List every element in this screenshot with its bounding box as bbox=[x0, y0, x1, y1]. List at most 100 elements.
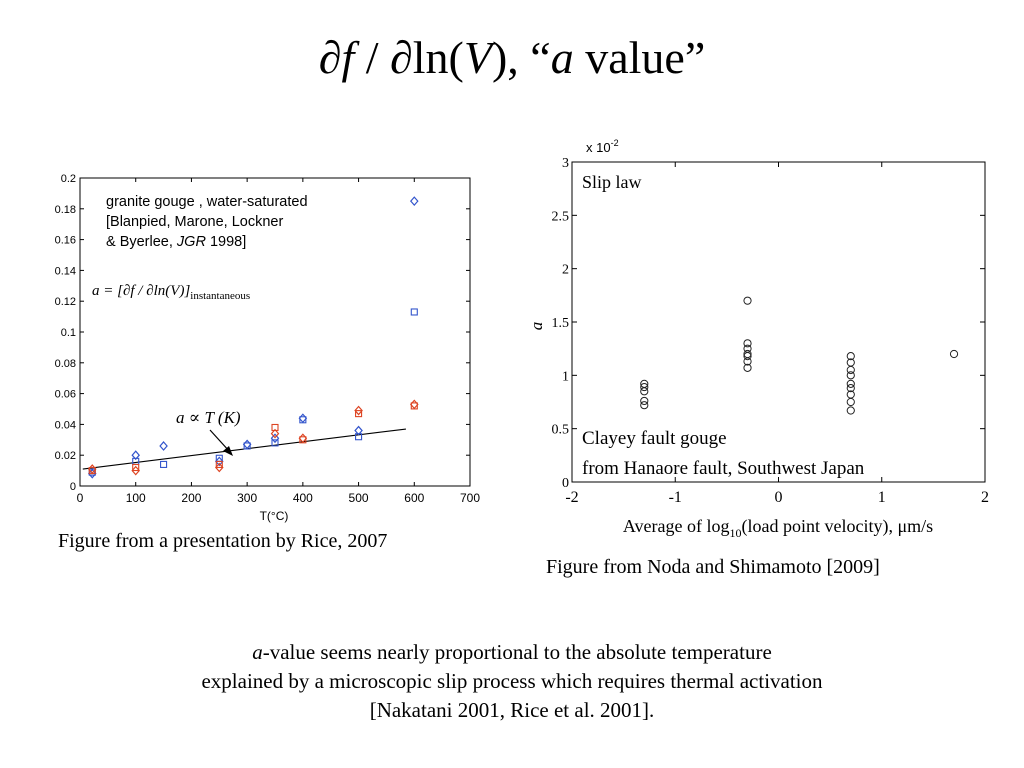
left-data-point-diamond bbox=[242, 439, 252, 450]
left-data-point-diamond bbox=[354, 405, 363, 416]
right-data-point bbox=[640, 379, 649, 388]
left-data-point-square bbox=[243, 442, 251, 450]
left-y-tick-label: 0.14 bbox=[55, 265, 76, 277]
left-data-point-diamond bbox=[270, 428, 280, 439]
right-data-point bbox=[949, 349, 959, 359]
right-x-ticks: -2 -1 0 1 2 bbox=[565, 162, 989, 506]
left-y-tick-label: 0.12 bbox=[55, 296, 76, 308]
right-x-tick-label: 1 bbox=[878, 489, 886, 506]
right-data-point bbox=[846, 397, 855, 407]
right-data-point bbox=[846, 371, 855, 380]
right-data-point bbox=[743, 339, 752, 348]
left-y-tick-label: 0.18 bbox=[55, 204, 76, 216]
left-data-point-diamond bbox=[87, 468, 97, 479]
left-data-point-diamond bbox=[354, 425, 363, 436]
right-x-tick-label: -1 bbox=[669, 489, 682, 506]
left-x-tick-label: 600 bbox=[404, 491, 424, 505]
right-data-point bbox=[846, 352, 855, 361]
right-x-tick-label: 2 bbox=[981, 489, 989, 506]
footer-line3: [Nakatani 2001, Rice et al. 2001]. bbox=[369, 698, 655, 722]
right-x-tick-label: 0 bbox=[775, 489, 783, 506]
right-y-tick-label: 0 bbox=[562, 476, 569, 491]
right-data-point bbox=[640, 387, 649, 396]
right-data-point bbox=[743, 363, 752, 372]
right-data-point bbox=[846, 384, 855, 393]
right-data-point bbox=[846, 379, 855, 388]
left-x-ticks: 0 100 200 300 400 500 600 700 bbox=[77, 178, 480, 505]
left-data-point-square bbox=[132, 463, 140, 472]
left-data-point-diamond bbox=[131, 465, 141, 476]
left-x-axis-label: T(°C) bbox=[260, 509, 289, 523]
left-y-tick-label: 0.02 bbox=[55, 450, 76, 462]
left-legend-line1: granite gouge , water-saturated bbox=[106, 194, 308, 210]
right-data-point bbox=[743, 344, 752, 353]
right-y-ticks: 0 0.5 1 1.5 2 2.5 3 bbox=[552, 156, 985, 491]
left-legend-line2: [Blanpied, Marone, Lockner bbox=[106, 214, 283, 230]
right-multiplier: x 10-2 bbox=[586, 138, 619, 155]
right-legend-label: Slip law bbox=[582, 172, 642, 192]
right-x-axis-label: Average of log10(load point velocity), μ… bbox=[623, 516, 933, 540]
right-y-tick-label: 1.5 bbox=[552, 316, 570, 331]
left-data-point-square bbox=[88, 467, 96, 475]
left-data-point-square bbox=[271, 439, 279, 447]
slide-title: ∂f / ∂ln(V), “a value” bbox=[318, 32, 706, 83]
left-x-tick-label: 200 bbox=[181, 491, 201, 505]
left-x-tick-label: 400 bbox=[293, 491, 313, 505]
right-figure-caption: Figure from Noda and Shimamoto [2009] bbox=[546, 556, 880, 578]
left-y-ticks: 0 0.02 0.04 0.06 0.08 0.1 0.12 0.14 0.16 0.18 0.2 bbox=[55, 173, 470, 493]
left-data-point-diamond bbox=[214, 456, 224, 467]
right-y-tick-label: 2.5 bbox=[552, 209, 570, 224]
left-x-tick-label: 500 bbox=[349, 491, 369, 505]
right-data-point bbox=[846, 390, 855, 399]
left-chart: 00.020.040.060.080.10.120.140.160.180.2 … bbox=[55, 173, 481, 523]
left-data-point-square bbox=[299, 436, 307, 444]
right-chart: x 10-2 0 0.5 1 1.5 2 2.5 3 -2 -1 0 1 2 a Average o… bbox=[527, 138, 989, 540]
left-data-point-square bbox=[355, 410, 363, 418]
left-y-tick-label: 0.08 bbox=[55, 358, 76, 370]
left-data-point-square bbox=[355, 433, 363, 441]
left-proportional-label: a ∝ T (K) bbox=[176, 408, 241, 427]
left-legend-text: granite gouge , water-saturated [Blanpie… bbox=[106, 194, 308, 250]
left-legend-line3: & Byerlee, JGR 1998] bbox=[106, 234, 246, 250]
left-x-tick-label: 300 bbox=[237, 491, 257, 505]
right-x-tick-label: -2 bbox=[565, 489, 578, 506]
right-data-point bbox=[640, 396, 649, 406]
left-data-point-square bbox=[299, 416, 307, 424]
right-y-tick-label: 0.5 bbox=[552, 423, 570, 438]
footer-text: a-value seems nearly proportional to the… bbox=[0, 638, 1024, 725]
left-x-tick-label: 0 bbox=[77, 491, 84, 505]
left-data-point-diamond bbox=[214, 462, 224, 473]
left-data-point-square bbox=[160, 460, 168, 468]
left-data-point-diamond bbox=[131, 450, 141, 461]
right-note-line1: Clayey fault gouge bbox=[582, 428, 727, 449]
left-data-point-diamond bbox=[409, 196, 419, 207]
right-data-point bbox=[846, 406, 855, 415]
left-y-tick-label: 0.1 bbox=[61, 327, 76, 339]
left-x-tick-label: 100 bbox=[126, 491, 146, 505]
right-data-point bbox=[640, 401, 649, 410]
right-data-point bbox=[743, 349, 752, 359]
left-data-point-square bbox=[410, 402, 418, 410]
right-y-axis-label: a bbox=[527, 322, 546, 331]
left-y-tick-label: 0.06 bbox=[55, 389, 76, 401]
left-data-point-diamond bbox=[270, 433, 280, 444]
right-data-point bbox=[640, 382, 649, 392]
left-figure-caption: Figure from a presentation by Rice, 2007 bbox=[58, 530, 388, 552]
left-formula: a = [∂f / ∂ln(V)]instantaneous bbox=[92, 283, 250, 302]
left-x-tick-label: 700 bbox=[460, 491, 480, 505]
left-data-point-square bbox=[410, 308, 418, 316]
left-y-tick-label: 0.04 bbox=[55, 419, 76, 431]
right-y-tick-label: 3 bbox=[562, 156, 569, 171]
left-data-point-square bbox=[271, 423, 279, 432]
right-data-point bbox=[846, 358, 855, 367]
right-data-point bbox=[743, 296, 752, 305]
right-y-tick-label: 1 bbox=[562, 369, 569, 384]
footer-line1: a-value seems nearly proportional to the… bbox=[252, 640, 772, 664]
right-y-tick-label: 2 bbox=[562, 263, 569, 278]
left-y-tick-label: 0 bbox=[70, 481, 76, 493]
right-note-line2: from Hanaore fault, Southwest Japan bbox=[582, 458, 865, 479]
left-data-point-square bbox=[215, 460, 223, 468]
left-y-tick-label: 0.2 bbox=[61, 173, 76, 185]
left-y-tick-label: 0.16 bbox=[55, 235, 76, 247]
left-data-point-diamond bbox=[159, 441, 168, 451]
